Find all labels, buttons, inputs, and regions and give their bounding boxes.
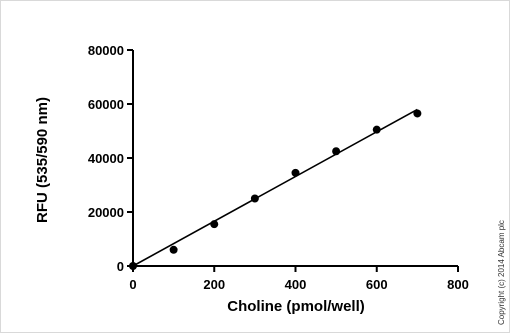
x-tick-label: 600 [366, 277, 388, 292]
data-point [250, 194, 259, 203]
x-tick-label: 800 [447, 277, 469, 292]
copyright-text: Copyright (c) 2014 Abcam plc [497, 220, 506, 325]
data-point [169, 245, 178, 254]
y-tick-label: 40000 [88, 151, 124, 166]
data-point [210, 220, 219, 229]
fit-line-group [132, 108, 418, 267]
y-tick-label: 0 [117, 259, 124, 274]
fit-line [132, 108, 418, 267]
y-axis-title: RFU (535/590 nm) [34, 97, 51, 223]
data-point [372, 125, 381, 134]
data-point [332, 147, 341, 156]
data-point [129, 262, 137, 270]
x-tick-label: 200 [203, 277, 225, 292]
x-tick-label: 400 [285, 277, 307, 292]
y-tick-label: 60000 [88, 97, 124, 112]
data-point [291, 168, 300, 177]
x-tick-label: 0 [129, 277, 136, 292]
y-tick-label: 80000 [88, 43, 124, 58]
data-points [129, 109, 422, 270]
data-point [413, 109, 422, 118]
tick-labels: 0 20000 40000 60000 80000 0 200 400 600 800 [88, 43, 469, 292]
y-tick-label: 20000 [88, 205, 124, 220]
axes [127, 49, 459, 272]
x-axis-title: Choline (pmol/well) [227, 298, 365, 315]
